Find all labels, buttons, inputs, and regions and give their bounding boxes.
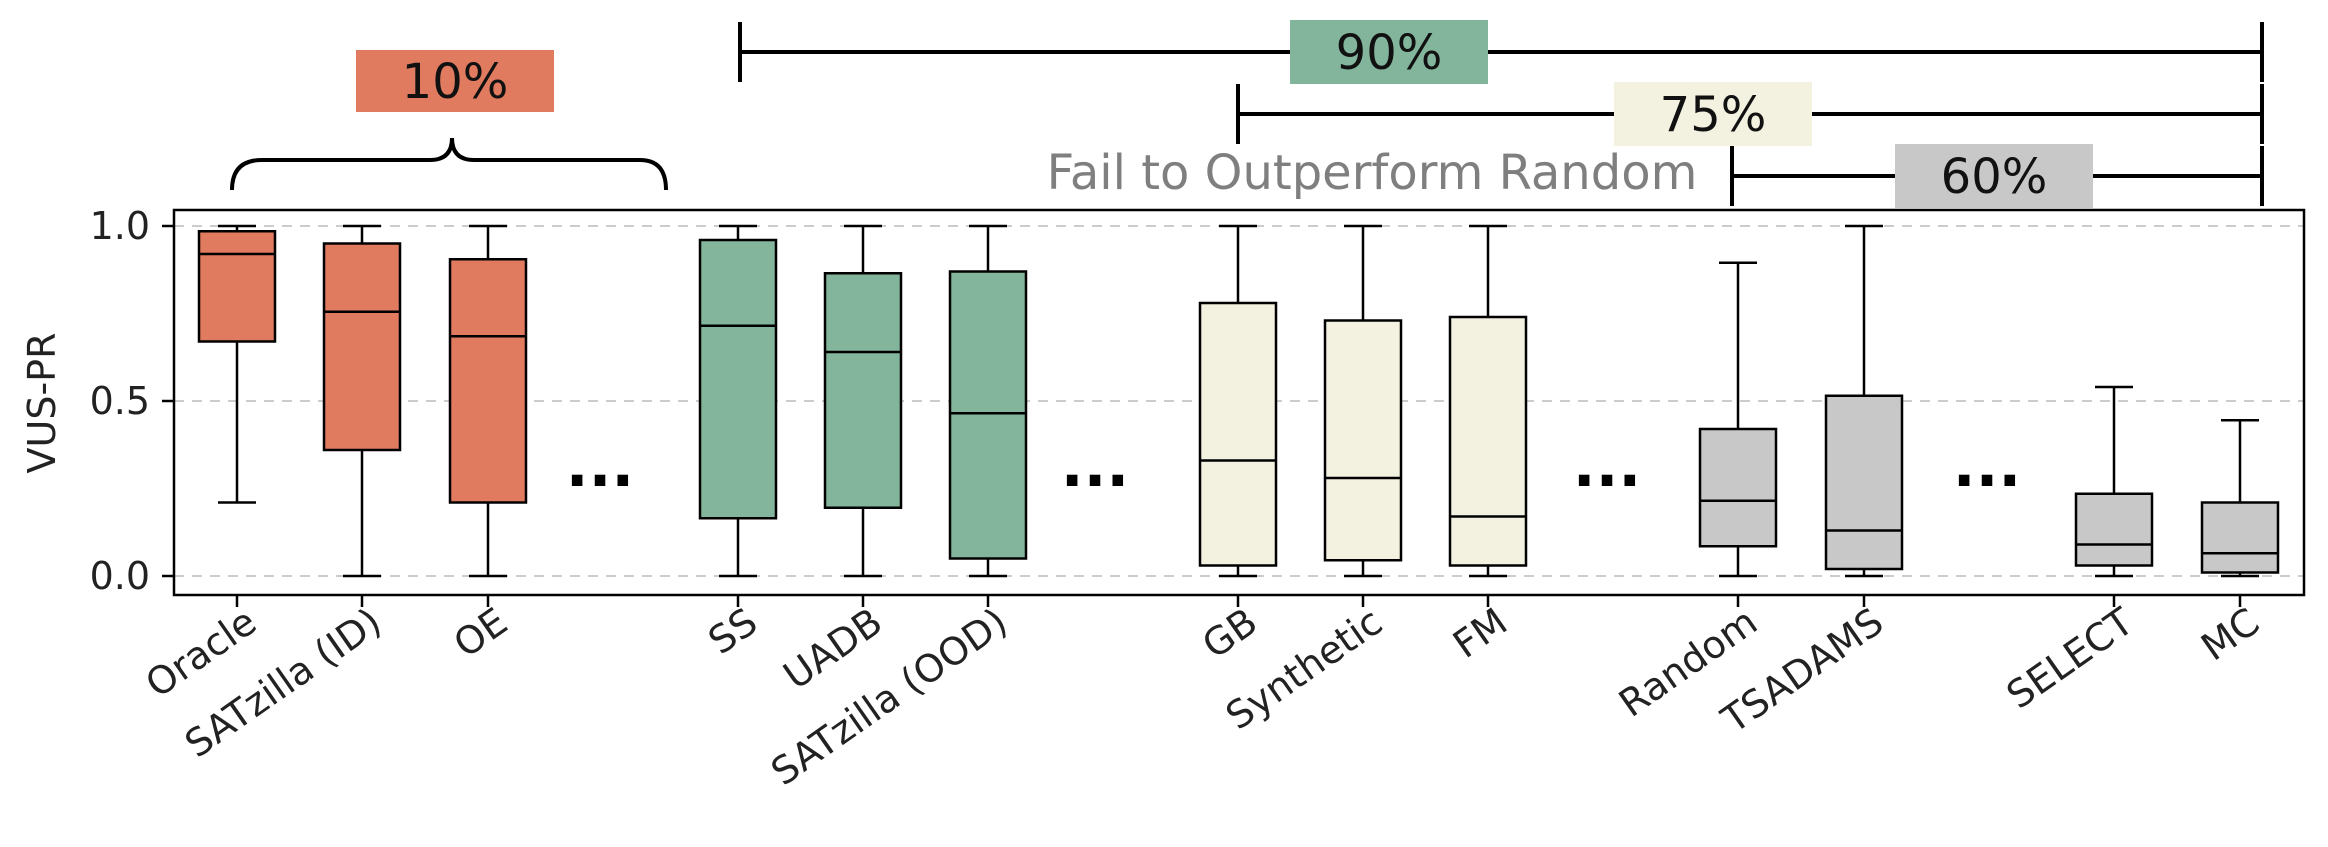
annotations: 10% 90% 75% 60% Fail to Outperform Random bbox=[230, 20, 2264, 208]
brace-10 bbox=[230, 137, 668, 191]
range-0: 90% bbox=[738, 20, 2264, 84]
box-gb bbox=[1198, 224, 1278, 578]
fail-to-outperform-random-label: Fail to Outperform Random bbox=[1047, 145, 1698, 201]
box-satzilla-id- bbox=[322, 224, 402, 578]
x-tick-label: GB bbox=[1194, 599, 1265, 667]
iqr-box bbox=[1198, 301, 1278, 567]
x-tick-label: SELECT bbox=[1999, 599, 2142, 718]
box-uadb bbox=[823, 224, 903, 578]
box-select bbox=[2074, 385, 2154, 578]
y-tick-label: 0.5 bbox=[90, 379, 150, 423]
iqr-box bbox=[698, 238, 778, 520]
range-2: 60% bbox=[1730, 144, 2264, 208]
iqr-box bbox=[2074, 492, 2154, 567]
y-axis: 0.0 0.5 1.0 VUS-PR bbox=[20, 204, 174, 598]
box-satzilla-ood- bbox=[948, 224, 1028, 578]
box-fm bbox=[1448, 224, 1528, 578]
x-tick-label: OE bbox=[446, 599, 515, 666]
y-tick-label: 0.0 bbox=[90, 554, 150, 598]
iqr-box bbox=[1323, 319, 1403, 562]
y-tick-label: 1.0 bbox=[90, 204, 150, 248]
ellipsis: ... bbox=[1953, 431, 2021, 501]
iqr-box bbox=[1448, 315, 1528, 567]
iqr-box bbox=[448, 258, 528, 504]
range-1: 75% bbox=[1236, 82, 2264, 146]
iqr-box bbox=[1698, 427, 1778, 548]
ellipsis: ... bbox=[1061, 431, 1129, 501]
iqr-box bbox=[197, 230, 277, 343]
label-10: 10% bbox=[402, 54, 509, 110]
x-tick-label: SS bbox=[700, 599, 765, 663]
boxes bbox=[197, 224, 2280, 578]
box-ss bbox=[698, 224, 778, 578]
range-label: 90% bbox=[1336, 25, 1443, 81]
iqr-box bbox=[1824, 394, 1904, 571]
ellipsis: ... bbox=[566, 431, 634, 501]
box-synthetic bbox=[1323, 224, 1403, 578]
ellipsis: ... bbox=[1573, 431, 1641, 501]
range-label-box bbox=[1895, 144, 2093, 208]
box-mc bbox=[2200, 419, 2280, 578]
iqr-box bbox=[823, 272, 903, 509]
ellipses: ............ bbox=[566, 431, 2021, 501]
x-tick-label: MC bbox=[2193, 599, 2267, 669]
box-random bbox=[1698, 261, 1778, 578]
range-label-box bbox=[1614, 82, 1812, 146]
box-oracle bbox=[197, 224, 277, 504]
x-tick-label: FM bbox=[1445, 599, 1515, 666]
iqr-box bbox=[948, 270, 1028, 560]
range-label: 75% bbox=[1660, 87, 1767, 143]
range-label-box bbox=[1290, 20, 1488, 84]
label-box-10 bbox=[356, 50, 554, 112]
range-label: 60% bbox=[1941, 149, 2048, 205]
iqr-box bbox=[322, 242, 402, 452]
box-oe bbox=[448, 224, 528, 578]
y-axis-label: VUS-PR bbox=[20, 333, 64, 474]
iqr-box bbox=[2200, 501, 2280, 574]
box-tsadams bbox=[1824, 224, 1904, 578]
